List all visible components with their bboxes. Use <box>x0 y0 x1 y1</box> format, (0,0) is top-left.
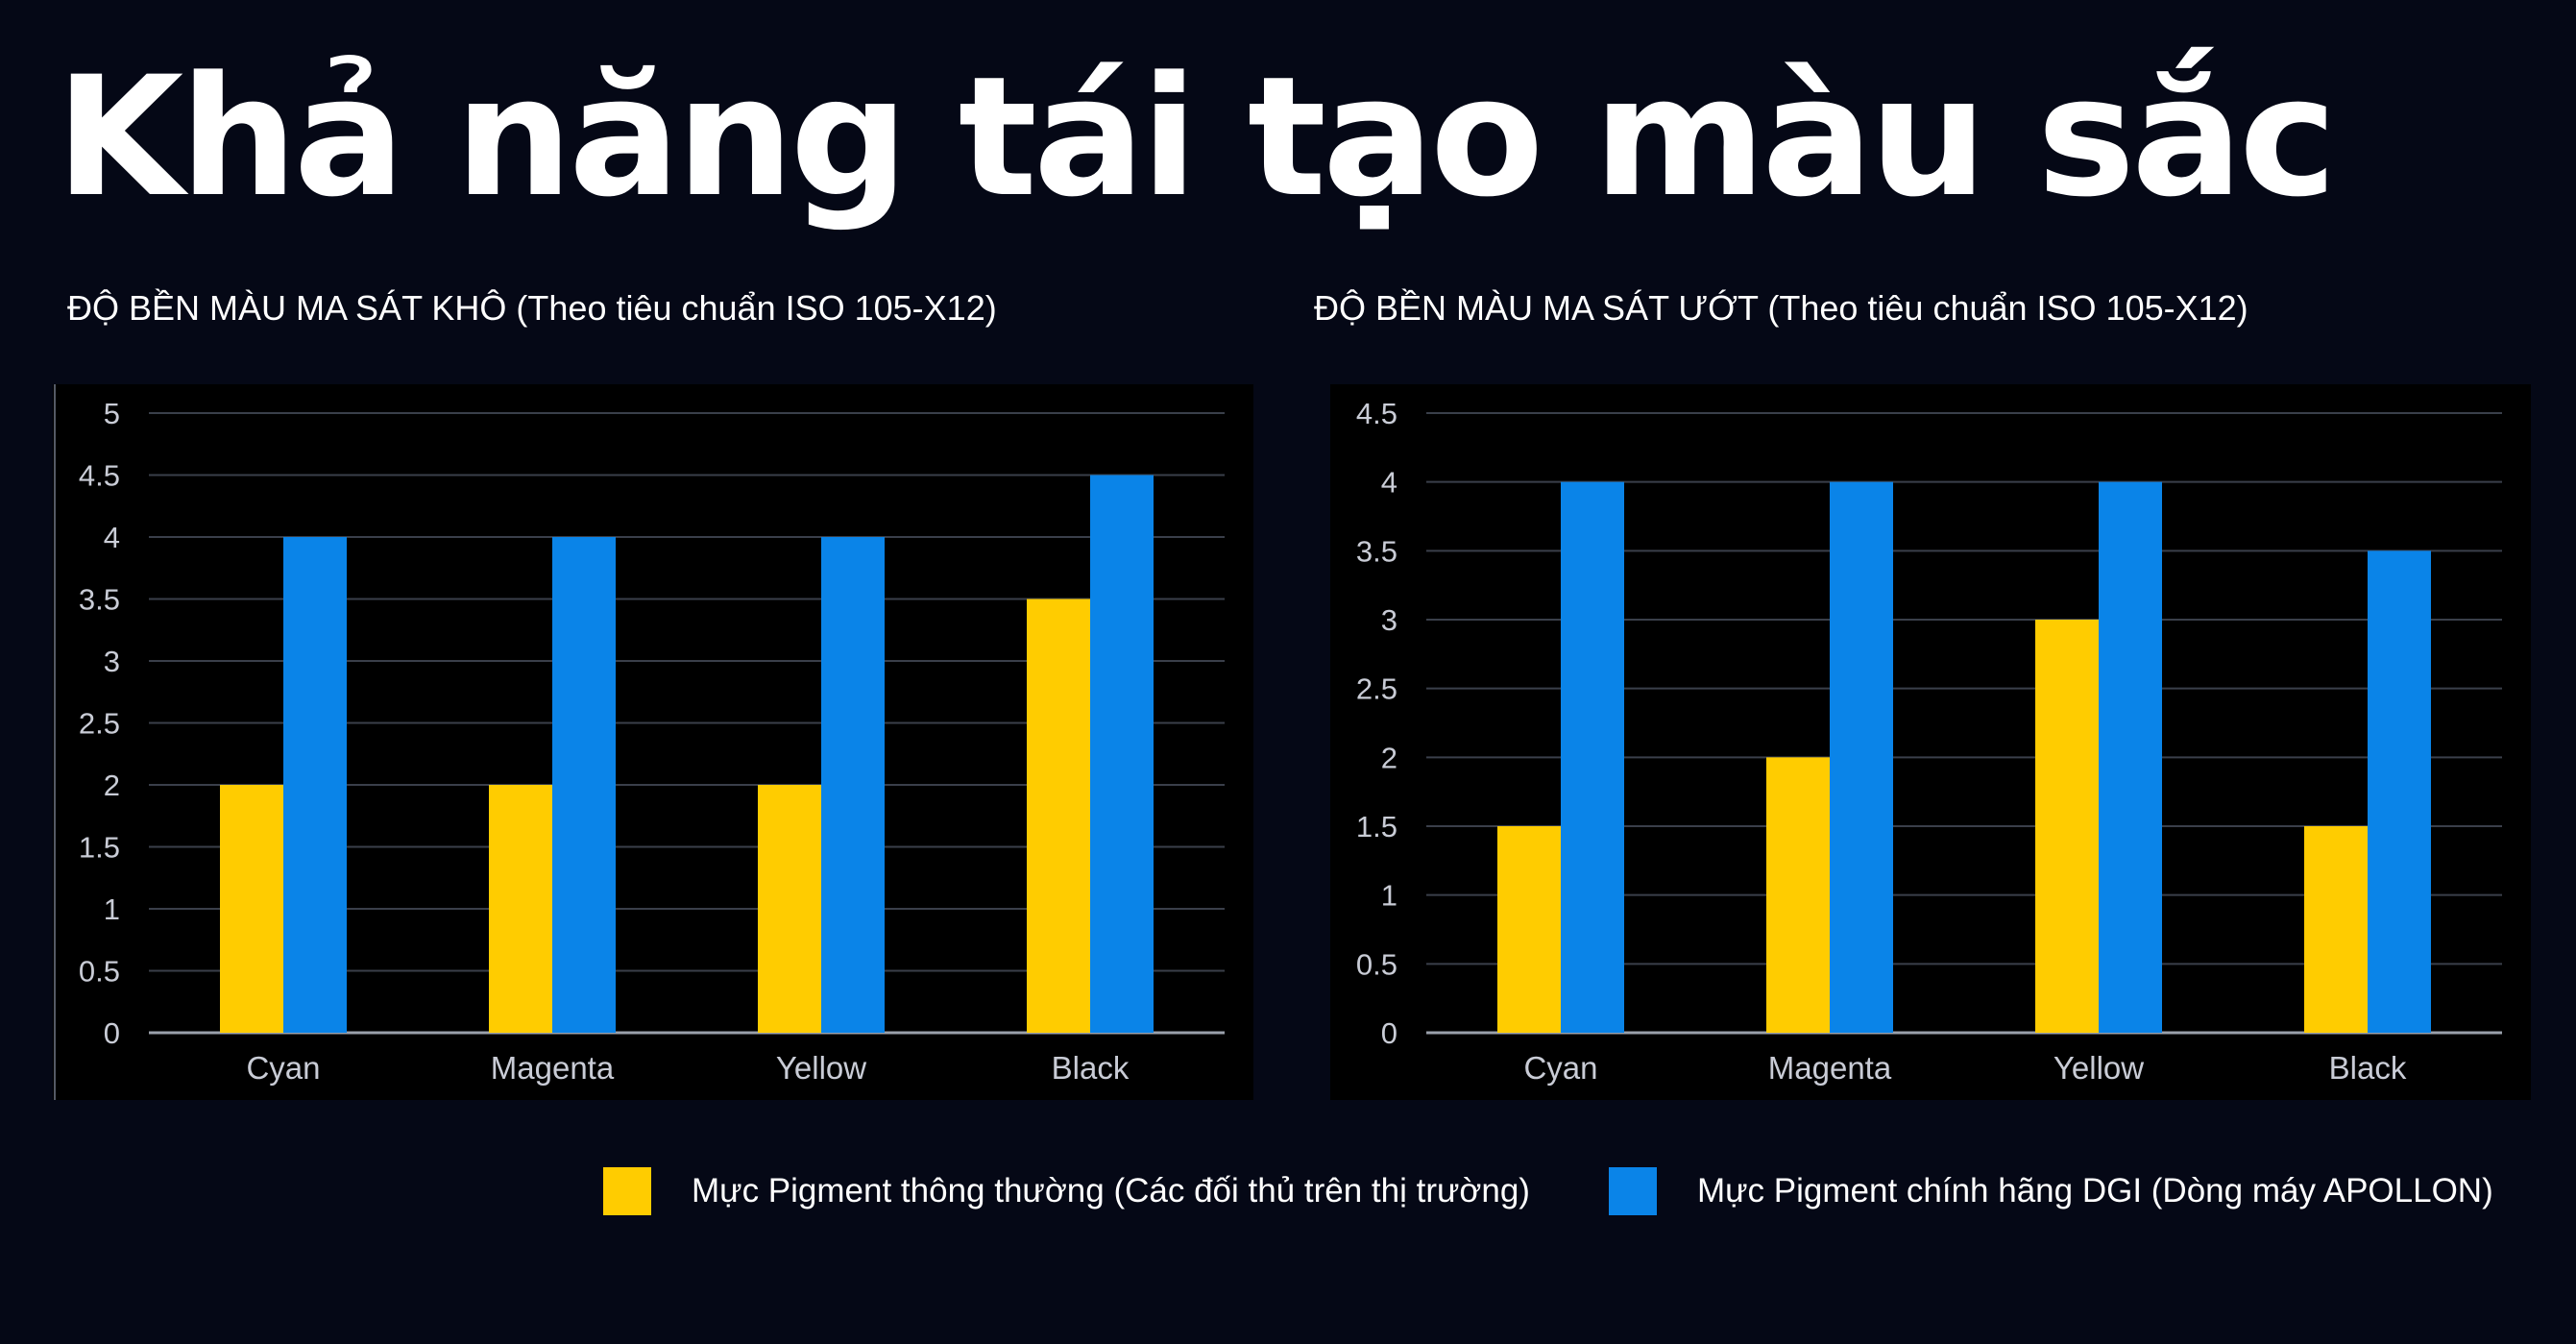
bar-magenta-series-2 <box>552 537 616 1033</box>
y-tick-label: 2.5 <box>1356 672 1397 706</box>
y-tick-label: 0.5 <box>1356 947 1397 981</box>
legend-item-dgi: Mực Pigment chính hãng DGI (Dòng máy APO… <box>1608 1167 2493 1215</box>
legend-swatch-yellow <box>603 1167 651 1215</box>
y-tick-label: 4 <box>1381 466 1397 500</box>
x-tick-label: Cyan <box>246 1050 320 1086</box>
bar-magenta-series-1 <box>489 785 552 1033</box>
legend: Mực Pigment thông thường (Các đối thủ tr… <box>603 1167 2572 1215</box>
y-tick-label: 3.5 <box>1356 534 1397 568</box>
bar-yellow-series-1 <box>758 785 821 1033</box>
x-tick-label: Magenta <box>1768 1050 1892 1086</box>
bar-cyan-series-1 <box>1497 826 1561 1033</box>
y-tick-label: 2 <box>104 769 120 802</box>
chart-wet-rub-fastness: 0 0.5 1 1.5 2 2.5 3 3.5 4 4.5 Cyan Magenta Yellow Bla… <box>1330 384 2531 1100</box>
y-tick-label: 2 <box>1381 741 1397 774</box>
y-tick-label: 0 <box>1381 1016 1397 1050</box>
chart-title-wet: ĐỘ BỀN MÀU MA SÁT ƯỚT (Theo tiêu chuẩn I… <box>1314 288 2248 328</box>
y-tick-label: 4 <box>104 521 120 554</box>
y-tick-label: 3 <box>1381 603 1397 637</box>
y-tick-label: 4.5 <box>79 459 120 493</box>
y-tick-label: 0 <box>104 1016 120 1050</box>
x-tick-label: Magenta <box>491 1050 615 1086</box>
y-tick-label: 1 <box>1381 879 1397 913</box>
chart-title-dry: ĐỘ BỀN MÀU MA SÁT KHÔ (Theo tiêu chuẩn I… <box>67 288 997 328</box>
x-tick-label: Cyan <box>1523 1050 1597 1086</box>
bar-black-series-2 <box>1090 475 1154 1033</box>
bar-black-series-1 <box>1027 599 1090 1033</box>
bar-cyan-series-1 <box>220 785 283 1033</box>
chart-dry-rub-fastness: 0 0.5 1 1.5 2 2.5 3 3.5 4 4.5 5 Cyan Magenta Yellow Bl… <box>53 384 1253 1100</box>
bar-black-series-1 <box>2304 826 2368 1033</box>
y-tick-label: 1.5 <box>79 831 120 865</box>
bar-cyan-series-2 <box>1561 481 1624 1034</box>
y-tick-label: 4.5 <box>1356 397 1397 430</box>
x-tick-label: Yellow <box>2054 1050 2144 1086</box>
x-tick-label: Yellow <box>776 1050 866 1086</box>
y-tick-label: 5 <box>104 397 120 430</box>
x-tick-label: Black <box>2329 1050 2407 1086</box>
legend-swatch-blue <box>1608 1167 1657 1215</box>
y-tick-label: 3 <box>104 645 120 678</box>
bar-magenta-series-1 <box>1766 757 1830 1033</box>
y-tick-label: 1 <box>104 892 120 926</box>
legend-item-standard: Mực Pigment thông thường (Các đối thủ tr… <box>603 1167 1530 1215</box>
y-tick-label: 3.5 <box>79 583 120 617</box>
bar-yellow-series-1 <box>2035 620 2099 1033</box>
legend-label-standard: Mực Pigment thông thường (Các đối thủ tr… <box>692 1172 1530 1210</box>
y-tick-label: 1.5 <box>1356 810 1397 843</box>
bar-yellow-series-2 <box>2099 481 2162 1034</box>
legend-label-dgi: Mực Pigment chính hãng DGI (Dòng máy APO… <box>1696 1172 2493 1210</box>
x-tick-label: Black <box>1052 1050 1130 1086</box>
bar-yellow-series-2 <box>821 537 885 1033</box>
y-tick-label: 0.5 <box>79 955 120 989</box>
y-tick-label: 2.5 <box>79 707 120 741</box>
page-title: Khả năng tái tạo màu sắc <box>56 40 2337 233</box>
bar-magenta-series-2 <box>1830 481 1893 1034</box>
bar-black-series-2 <box>2368 550 2431 1033</box>
bar-cyan-series-2 <box>283 537 347 1033</box>
